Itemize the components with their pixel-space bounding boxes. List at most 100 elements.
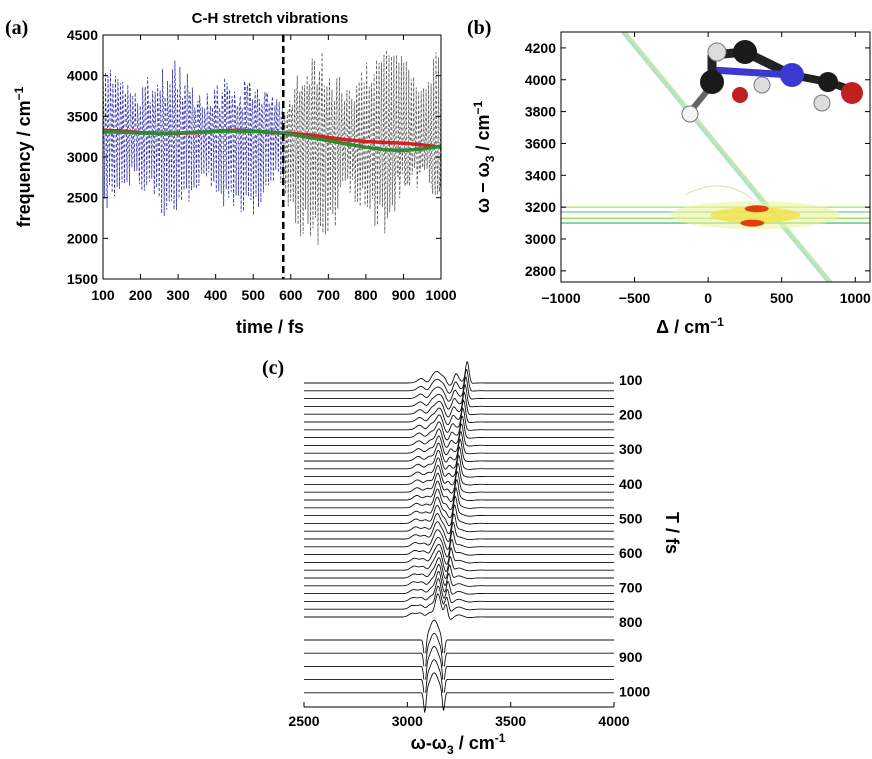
panel-b-frame — [560, 31, 871, 283]
hot-spot — [744, 205, 769, 213]
series-dashed-grey — [282, 49, 441, 245]
y-tick-label: 3400 — [525, 167, 556, 183]
y-tick-label: 4000 — [67, 68, 98, 84]
t-label: 800 — [619, 614, 643, 630]
x-tick-label: 3500 — [495, 713, 526, 729]
spectrum-trace — [304, 543, 614, 565]
spectrum-trace — [304, 570, 614, 595]
panel-c-data — [304, 361, 614, 713]
spectrum-trace — [304, 399, 614, 426]
y-tick-label: 3000 — [67, 149, 98, 165]
spectrum-trace — [304, 529, 614, 550]
y-tick-label: 2800 — [525, 263, 556, 279]
spectrum-trace — [304, 391, 614, 418]
y-tick-label: 3800 — [525, 104, 556, 120]
panel-b-ticks: −1000 −500 0 500 1000 2800 3000 3200 3400 3600 380… — [525, 32, 871, 306]
t-label: 200 — [619, 407, 643, 423]
x-tick-label: 4000 — [598, 713, 629, 729]
spectrum-trace — [304, 383, 614, 410]
diagonal-band — [624, 32, 833, 282]
panel-a-title: C-H stretch vibrations — [192, 10, 349, 27]
molecule-image — [681, 40, 863, 123]
spectrum-trace — [304, 462, 614, 486]
x-tick-label: −1000 — [541, 290, 581, 306]
series-solid-green — [103, 129, 441, 153]
x-tick-label: 300 — [166, 287, 190, 303]
spectrum-trace — [304, 632, 614, 674]
x-tick-label: 3000 — [392, 713, 423, 729]
x-tick-label: 2500 — [288, 713, 319, 729]
series-dashed-blue — [103, 60, 284, 216]
spectrum-trace — [304, 513, 614, 535]
contour-region — [710, 207, 801, 224]
spectrum-trace — [304, 672, 614, 713]
panel-label-b: (b) — [467, 17, 491, 39]
y-tick-label: 3200 — [525, 199, 556, 215]
spectrum-trace — [304, 563, 614, 587]
spectrum-trace — [304, 368, 614, 394]
x-tick-label: 1000 — [425, 287, 456, 303]
t-label: 900 — [619, 649, 643, 665]
t-label: 1000 — [619, 683, 650, 699]
panel-b-xlabel: Δ / cm−1 — [656, 315, 724, 337]
x-tick-label: 200 — [129, 287, 153, 303]
spectrum-trace — [304, 592, 614, 620]
x-tick-label: 400 — [204, 287, 228, 303]
y-tick-label: 3500 — [67, 108, 98, 124]
t-label: 700 — [619, 580, 643, 596]
spectrum-trace — [304, 376, 614, 402]
spectrum-trace — [304, 486, 614, 511]
y-tick-label: 4200 — [525, 40, 556, 56]
panel-b-data — [561, 32, 870, 282]
y-tick-label: 2000 — [67, 230, 98, 246]
spectrum-trace — [304, 471, 614, 494]
x-tick-label: 900 — [392, 287, 416, 303]
panel-a-xlabel: time / fs — [236, 317, 304, 337]
x-tick-label: 1000 — [840, 290, 871, 306]
panel-label-c: (c) — [262, 357, 284, 379]
t-label: 300 — [619, 441, 643, 457]
spectrum-trace — [304, 646, 614, 687]
y-tick-label: 2500 — [67, 190, 98, 206]
t-label: 600 — [619, 545, 643, 561]
spectrum-trace — [304, 361, 614, 386]
spectrum-trace — [304, 536, 614, 558]
y-tick-label: 3600 — [525, 135, 556, 151]
spectrum-trace — [304, 550, 614, 573]
spectrum-trace — [304, 521, 614, 543]
panel-c-xlabel: ω-ω3 / cm-1 — [411, 731, 506, 757]
x-tick-label: 600 — [279, 287, 303, 303]
panel-label-a: (a) — [5, 17, 28, 39]
spectrum-trace — [304, 659, 614, 700]
diagonal-band — [621, 32, 831, 282]
panel-b-ylabel: ω − ω3 / cm−1 — [471, 101, 497, 214]
panel-a-ylabel: frequency / cm−1 — [12, 86, 34, 227]
x-tick-label: −500 — [619, 290, 651, 306]
y-tick-label: 3000 — [525, 231, 556, 247]
spectrum-trace — [304, 557, 614, 580]
x-tick-label: 800 — [354, 287, 378, 303]
spectrum-trace — [304, 495, 614, 519]
t-label: 400 — [619, 476, 643, 492]
spectrum-trace — [304, 585, 614, 612]
panel-c-ticks: 2500 3000 3500 4000 100 200 300 400 500 600 700 800… — [288, 372, 650, 729]
panel-a-ticks: 100 200 300 400 500 600 700 800 900 1000 1500 2000 2… — [67, 27, 457, 303]
panel-c-ylabel: T / fs — [662, 512, 682, 554]
panel-a-data — [103, 35, 441, 279]
x-tick-label: 100 — [91, 287, 115, 303]
y-tick-label: 4500 — [67, 27, 98, 43]
t-label: 100 — [619, 372, 643, 388]
spectrum-trace — [304, 619, 614, 660]
hot-spot — [740, 219, 765, 227]
x-tick-label: 500 — [770, 290, 794, 306]
contour-line — [685, 185, 753, 200]
x-tick-label: 700 — [317, 287, 341, 303]
spectrum-trace — [304, 504, 614, 527]
y-tick-label: 4000 — [525, 72, 556, 88]
t-label: 500 — [619, 510, 643, 526]
x-tick-label: 0 — [704, 290, 712, 306]
spectrum-trace — [304, 407, 614, 433]
spectrum-trace — [304, 478, 614, 502]
y-tick-label: 1500 — [67, 271, 98, 287]
